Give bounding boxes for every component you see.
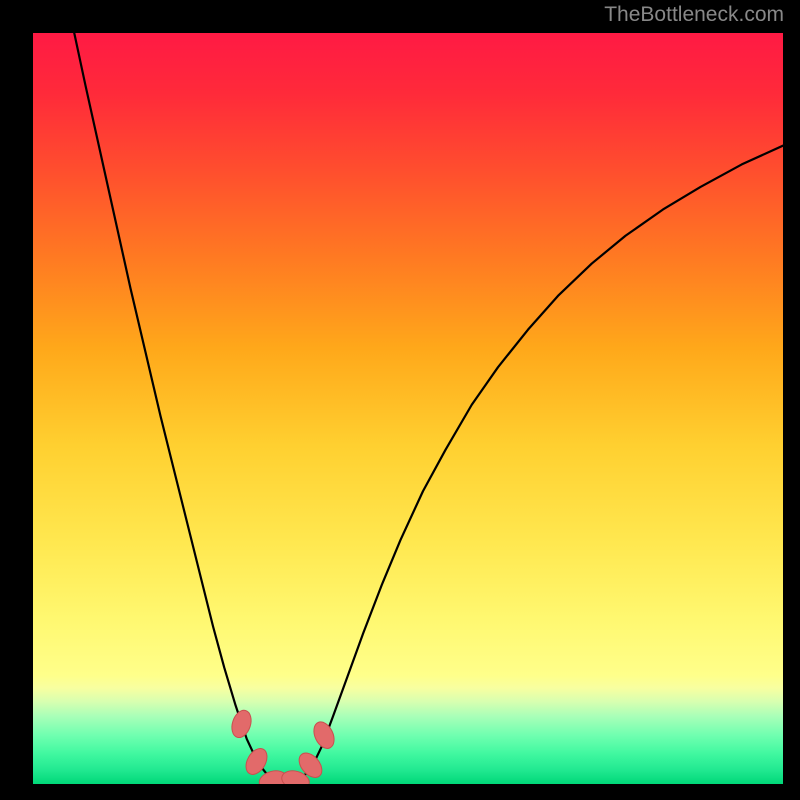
chart-svg — [33, 33, 783, 784]
chart-plot-area — [33, 33, 783, 784]
watermark-text: TheBottleneck.com — [604, 3, 784, 27]
chart-background — [33, 33, 783, 784]
